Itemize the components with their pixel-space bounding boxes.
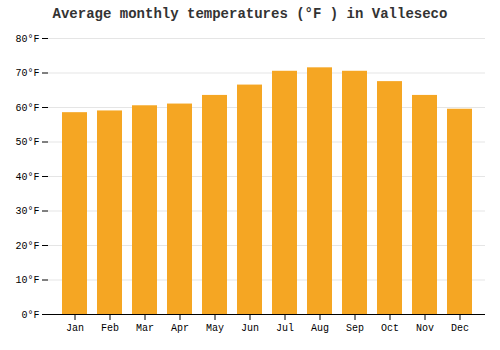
svg-text:70°F: 70°F — [15, 68, 39, 79]
svg-text:Oct: Oct — [381, 323, 399, 334]
svg-text:20°F: 20°F — [15, 241, 39, 252]
svg-text:Jan: Jan — [66, 323, 84, 334]
svg-text:40°F: 40°F — [15, 172, 39, 183]
svg-text:Jun: Jun — [241, 323, 259, 334]
svg-text:30°F: 30°F — [15, 206, 39, 217]
svg-text:Aug: Aug — [311, 323, 329, 334]
svg-text:0°F: 0°F — [21, 310, 39, 321]
svg-text:50°F: 50°F — [15, 137, 39, 148]
svg-text:60°F: 60°F — [15, 103, 39, 114]
svg-text:Mar: Mar — [136, 323, 154, 334]
svg-text:May: May — [206, 323, 224, 334]
html-text:Average monthly temperatures (: Average monthly temperatures (°F ) in Va… — [52, 6, 448, 22]
svg-text:80°F: 80°F — [15, 34, 39, 45]
svg-text:Nov: Nov — [416, 323, 434, 334]
svg-text:Jul: Jul — [276, 323, 294, 334]
svg-text:Apr: Apr — [171, 323, 189, 334]
svg-text:Feb: Feb — [101, 323, 119, 334]
svg-text:10°F: 10°F — [15, 275, 39, 286]
svg-text:Sep: Sep — [346, 323, 364, 334]
svg-text:Dec: Dec — [451, 323, 469, 334]
